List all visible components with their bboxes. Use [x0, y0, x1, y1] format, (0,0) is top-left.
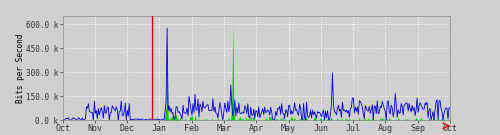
Y-axis label: Bits per Second: Bits per Second	[16, 33, 24, 103]
